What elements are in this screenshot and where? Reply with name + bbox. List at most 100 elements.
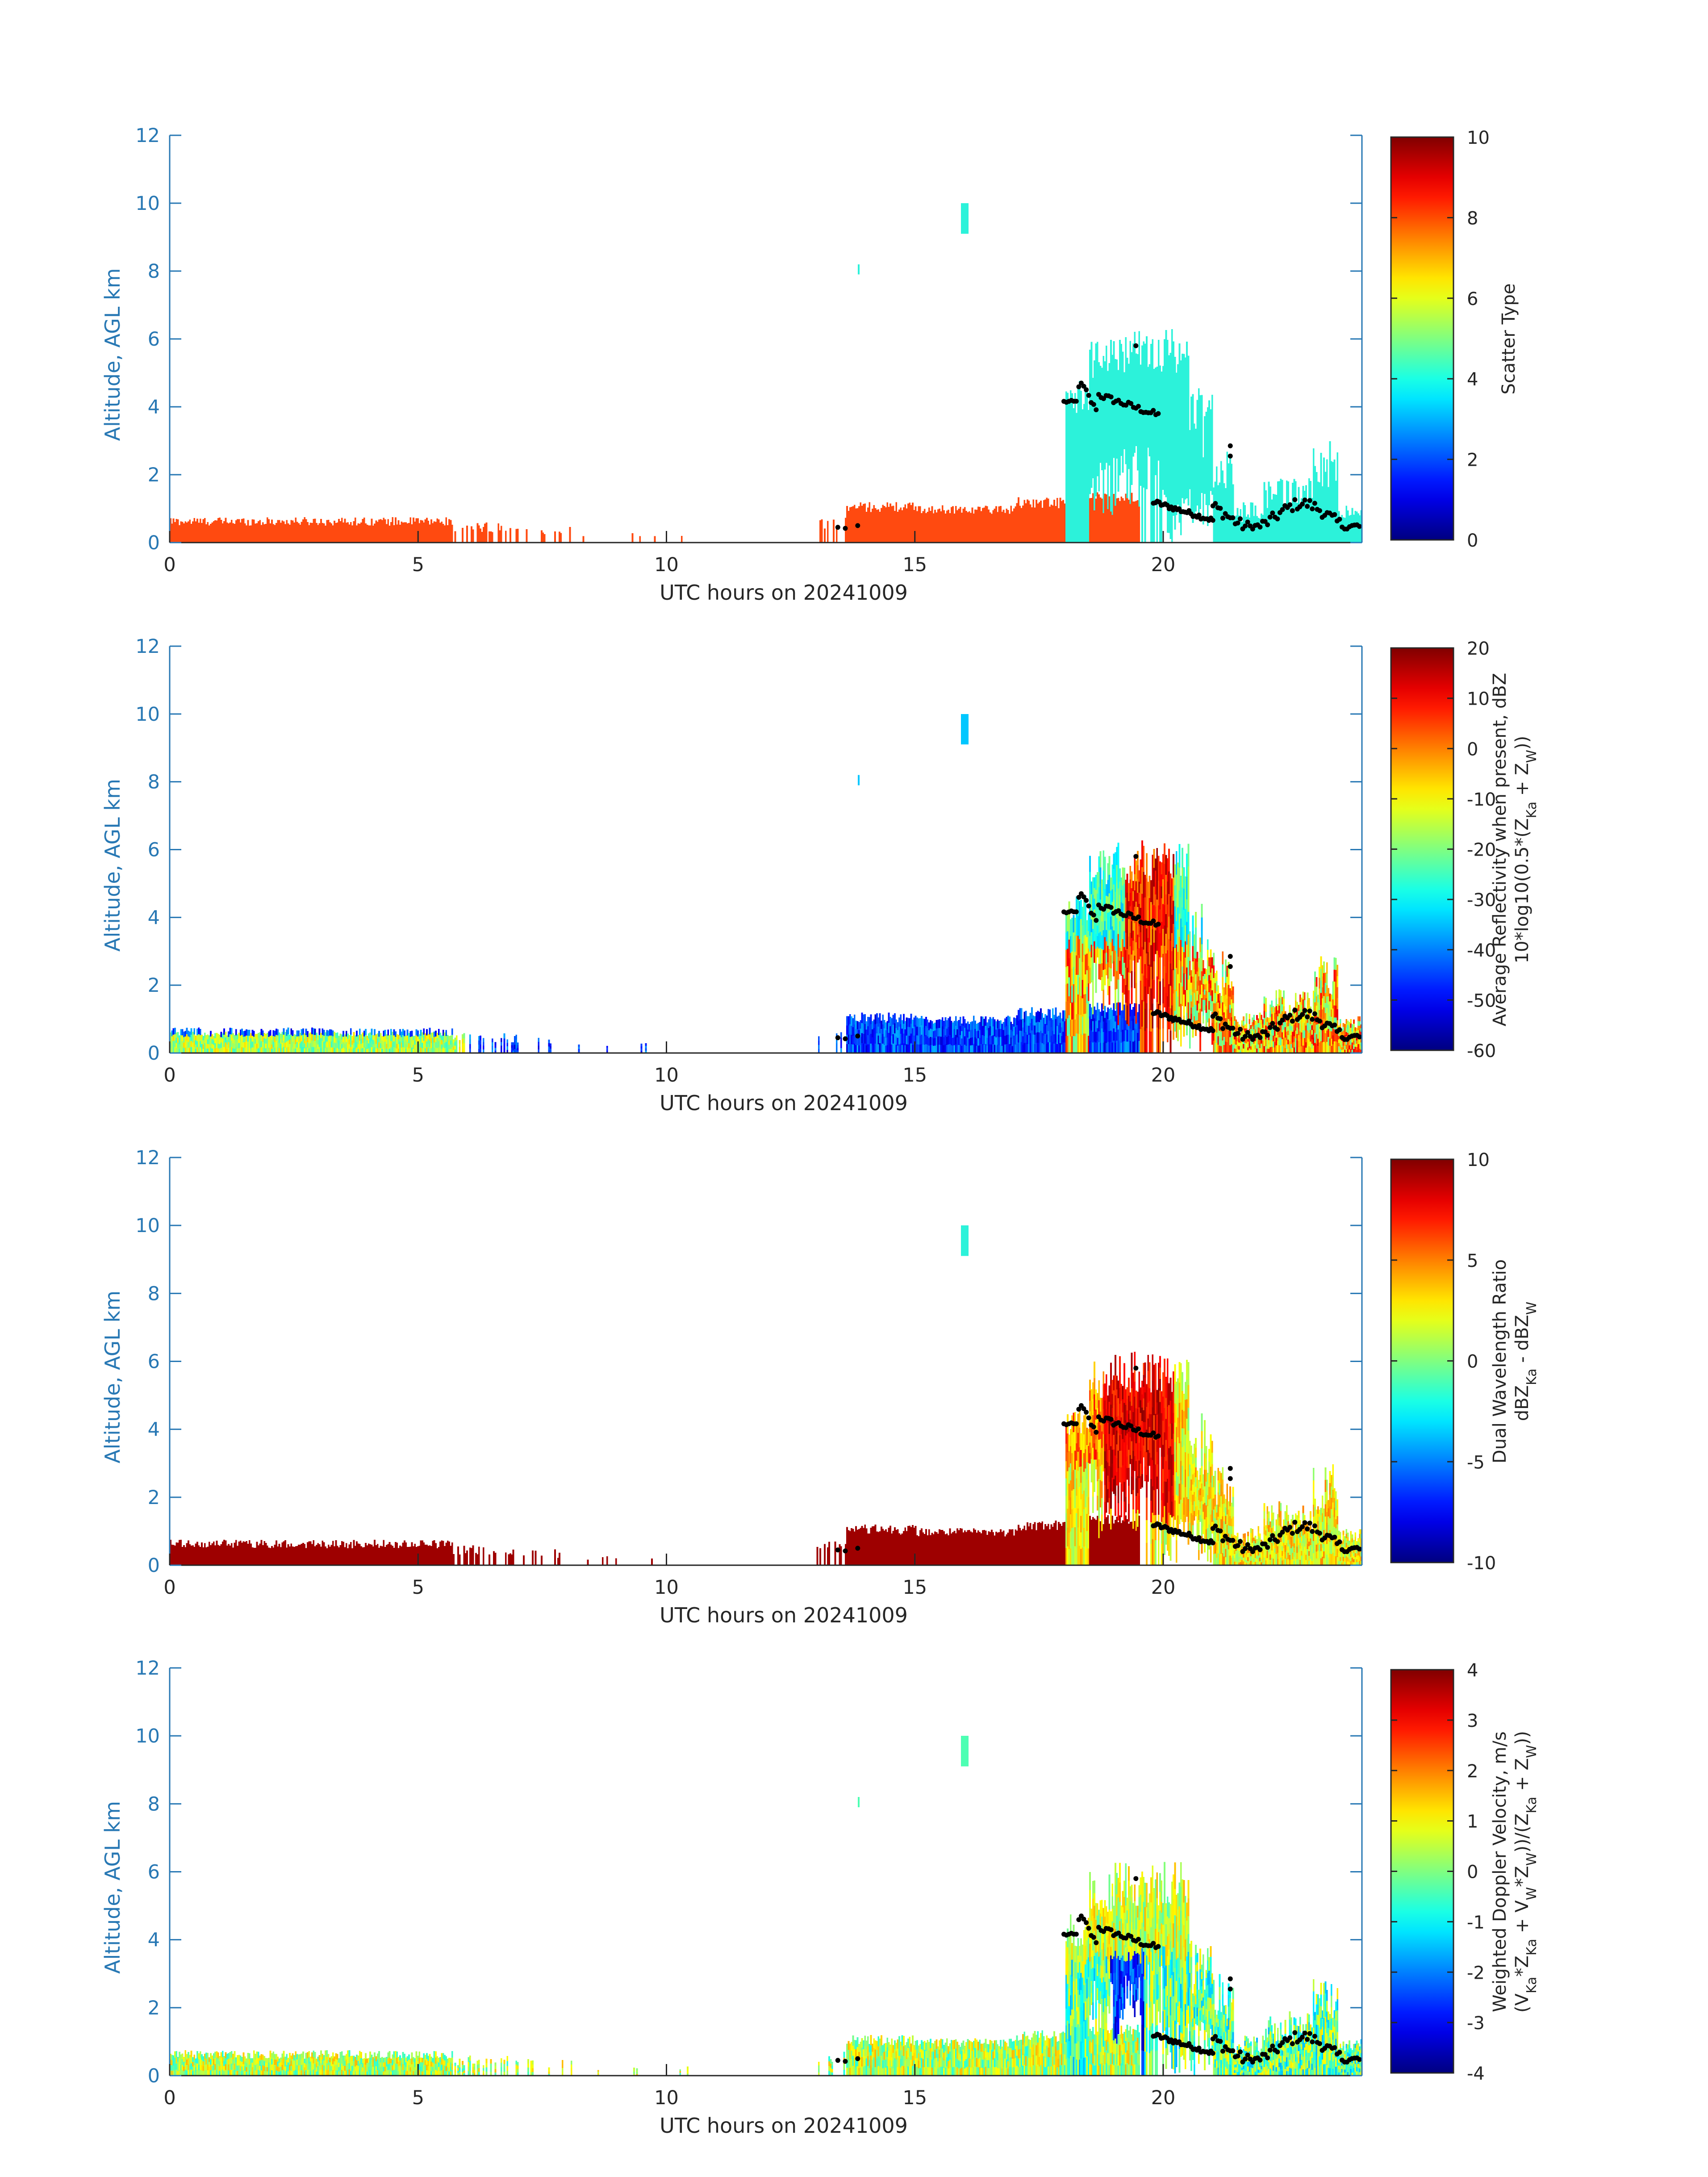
colorbar-tick-label: -1	[1467, 1912, 1485, 1933]
x-tick-label: 5	[412, 1576, 424, 1599]
colorbar-tick-label: -50	[1467, 990, 1496, 1011]
colorbar-label: 10*log10(0.5*(ZKa + ZW))	[1512, 736, 1540, 964]
colorbar-tick-label: 0	[1467, 1862, 1478, 1883]
x-tick-label: 10	[654, 2087, 679, 2109]
y-tick-label: 0	[148, 2065, 160, 2087]
y-tick-label: 4	[148, 1929, 160, 1951]
colorbar-label: Weighted Doppler Velocity, m/s	[1490, 1731, 1510, 2012]
y-tick-label: 12	[135, 635, 160, 658]
marker-points-4	[835, 1876, 1362, 2065]
y-tick-label: 8	[148, 1283, 160, 1305]
heatmap-2	[170, 714, 1362, 1053]
x-tick-label: 15	[902, 554, 927, 576]
x-tick-label: 0	[163, 1576, 175, 1599]
y-tick-label: 10	[135, 1215, 160, 1237]
colorbar-label: Dual Wavelength Ratio	[1490, 1259, 1510, 1463]
x-axis-label: UTC hours on 20241009	[660, 581, 908, 605]
colorbar-tick-label: 2	[1467, 1761, 1478, 1782]
colorbar-tick-label: 2	[1467, 450, 1478, 471]
y-tick-label: 0	[148, 1042, 160, 1065]
colorbar-label: Average Reflectivity when present, dBZ	[1490, 673, 1510, 1026]
x-tick-label: 10	[654, 1576, 679, 1599]
colorbar-tick-label: 10	[1467, 128, 1490, 148]
y-tick-label: 6	[148, 328, 160, 351]
y-tick-label: 10	[135, 192, 160, 215]
y-tick-label: 12	[135, 125, 160, 147]
marker-points-3	[835, 1366, 1362, 1554]
x-tick-label: 20	[1151, 1064, 1176, 1086]
colorbar-tick-label: 3	[1467, 1711, 1478, 1731]
colorbar-tick-label: -30	[1467, 890, 1496, 911]
colorbar-1: 0 2 4 6 8 10 Scatter Type	[1390, 128, 1519, 551]
y-tick-label: 8	[148, 771, 160, 794]
y-tick-label: 12	[135, 1657, 160, 1680]
colorbar-4: -4 -3 -2 -1 0 1 2 3 4 Weighted Doppler Velocity, …	[1390, 1660, 1540, 2084]
y-tick-label: 8	[148, 1793, 160, 1815]
x-axis-label: UTC hours on 20241009	[660, 1091, 908, 1115]
x-tick-label: 5	[412, 1064, 424, 1086]
x-tick-label: 15	[902, 1064, 927, 1086]
y-tick-label: 6	[148, 839, 160, 861]
colorbar-tick-label: -2	[1467, 1963, 1485, 1983]
y-tick-label: 10	[135, 1725, 160, 1747]
colorbar-tick-label: 0	[1467, 531, 1478, 551]
y-tick-label: 2	[148, 1487, 160, 1509]
y-tick-label: 6	[148, 1351, 160, 1373]
x-tick-label: 10	[654, 1064, 679, 1086]
panel-3: 0 2 4 6 8 10 12 0 5 10 15 20 UTC hours on 20241009 Al…	[100, 1147, 1540, 1627]
y-axis-label: Altitude, AGL km	[100, 779, 125, 952]
colorbar-tick-label: 5	[1467, 1251, 1478, 1271]
x-tick-label: 5	[412, 554, 424, 576]
colorbar-tick-label: 6	[1467, 289, 1478, 309]
heatmap-4	[170, 1736, 1362, 2076]
y-tick-label: 12	[135, 1147, 160, 1169]
panel-2: 0 2 4 6 8 10 12 0 5 10 15 20 UTC hours on 20241009 Al…	[100, 635, 1540, 1115]
y-tick-label: 4	[148, 396, 160, 418]
x-tick-label: 10	[654, 554, 679, 576]
x-tick-label: 0	[163, 554, 175, 576]
y-tick-label: 8	[148, 260, 160, 283]
y-tick-label: 6	[148, 1861, 160, 1884]
colorbar-tick-label: -20	[1467, 840, 1496, 861]
x-tick-label: 5	[412, 2087, 424, 2109]
colorbar-tick-label: -40	[1467, 940, 1496, 961]
colorbar-tick-label: -3	[1467, 2013, 1485, 2034]
y-tick-label: 4	[148, 1419, 160, 1441]
x-tick-label: 20	[1151, 2087, 1176, 2109]
colorbar-tick-label: 4	[1467, 369, 1478, 390]
x-axis-label: UTC hours on 20241009	[660, 1603, 908, 1627]
y-tick-label: 2	[148, 1997, 160, 2019]
y-axis-label: Altitude, AGL km	[100, 268, 125, 441]
y-tick-label: 0	[148, 1554, 160, 1577]
colorbar-3: -10 -5 0 5 10 Dual Wavelength Ratio dBZKa - dB…	[1390, 1150, 1540, 1574]
x-tick-label: 0	[163, 1064, 175, 1086]
x-axis-label: UTC hours on 20241009	[660, 2114, 908, 2138]
colorbar-tick-label: 10	[1467, 689, 1490, 710]
y-tick-label: 10	[135, 703, 160, 726]
colorbar-tick-label: -10	[1467, 790, 1496, 810]
colorbar-tick-label: 1	[1467, 1812, 1478, 1832]
colorbar-tick-label: -5	[1467, 1452, 1485, 1473]
x-tick-label: 15	[902, 1576, 927, 1599]
y-tick-label: 4	[148, 907, 160, 929]
colorbar-label: dBZKa - dBZW	[1512, 1302, 1540, 1421]
y-axis-label: Altitude, AGL km	[100, 1801, 125, 1974]
heatmap-1	[170, 203, 1362, 543]
colorbar-tick-label: -10	[1467, 1553, 1496, 1574]
colorbar-tick-label: -60	[1467, 1041, 1496, 1061]
colorbar-tick-label: -4	[1467, 2064, 1485, 2084]
colorbar-tick-label: 8	[1467, 208, 1478, 229]
colorbar-tick-label: 10	[1467, 1150, 1490, 1170]
x-tick-label: 0	[163, 2087, 175, 2109]
colorbar-label: (VKa*ZKa + VW*ZW))/(ZKa + ZW))	[1512, 1731, 1540, 2013]
colorbar-label: Scatter Type	[1499, 284, 1519, 395]
marker-points-1	[835, 343, 1362, 532]
y-tick-label: 0	[148, 532, 160, 554]
y-axis-label: Altitude, AGL km	[100, 1291, 125, 1463]
colorbar-tick-label: 20	[1467, 639, 1490, 659]
colorbar-tick-label: 0	[1467, 739, 1478, 760]
colorbar-tick-label: 0	[1467, 1352, 1478, 1372]
